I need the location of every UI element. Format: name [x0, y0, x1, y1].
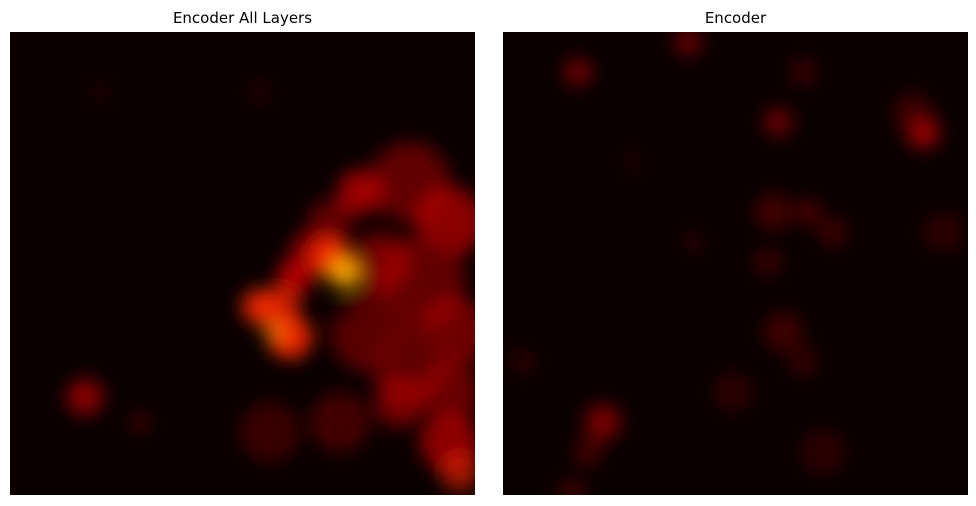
heatmap-encoder-all-layers: [10, 32, 475, 495]
panel-title-encoder-all-layers: Encoder All Layers: [172, 9, 313, 27]
panel-title-encoder: Encoder: [704, 9, 767, 27]
heatmap-encoder: [503, 32, 968, 495]
